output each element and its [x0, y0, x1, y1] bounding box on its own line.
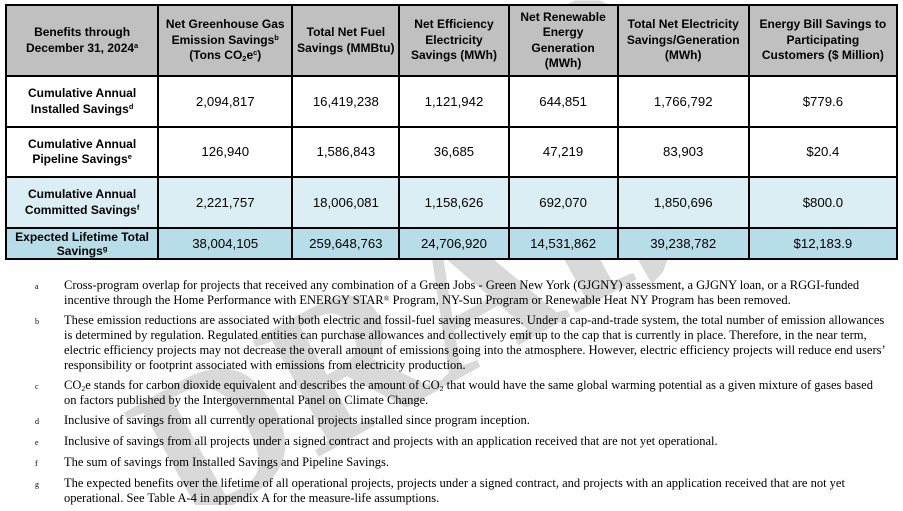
- footnote-e: e Inclusive of savings from all projects…: [35, 434, 888, 450]
- cell-installed-ghg: 2,094,817: [157, 75, 294, 128]
- footnote-marker-d: d: [35, 417, 39, 426]
- cell-committed-ghg: 2,221,757: [157, 176, 294, 229]
- header-cell-electricity-savings: Total Net Electricity Savings/Generation(…: [616, 4, 750, 77]
- cell-installed-fuel: 16,419,238: [291, 75, 401, 128]
- cell-committed-renewable: 692,070: [507, 176, 619, 229]
- footnote-marker-g: g: [35, 480, 39, 489]
- footnotes-section: a Cross-program overlap for projects tha…: [35, 278, 888, 511]
- footnote-text-c: CO2e stands for carbon dioxide equivalen…: [64, 378, 873, 407]
- footnote-d: d Inclusive of savings from all currentl…: [35, 413, 888, 429]
- cell-committed-electricity: 1,850,696: [616, 176, 750, 229]
- header-cell-bill-savings: Energy Bill Savings to Participating Custo…: [747, 4, 899, 77]
- cell-pipeline-bill: $20.4: [747, 126, 899, 178]
- cell-lifetime-renewable: 14,531,862: [507, 227, 619, 260]
- table-row-installed: Cumulative Annual Installed Savingsd 2,09…: [4, 75, 899, 128]
- table-row-committed: Cumulative Annual Committed Savingsf 2,22…: [4, 176, 899, 229]
- row-label-lifetime: Expected Lifetime Total Savingsg: [4, 227, 160, 260]
- table-row-lifetime: Expected Lifetime Total Savingsg 38,004,1…: [4, 227, 899, 260]
- header-cell-fuel-savings: Total Net Fuel Savings (MMBtu): [291, 4, 401, 77]
- footnote-marker-a: a: [35, 282, 39, 291]
- cell-committed-bill: $800.0: [747, 176, 899, 229]
- cell-lifetime-electricity: 39,238,782: [616, 227, 750, 260]
- footnote-marker-c: c: [35, 382, 39, 391]
- table-header-row: Benefits through December 31, 2024a Net G…: [4, 4, 899, 77]
- cell-lifetime-efficiency: 24,706,920: [398, 227, 510, 260]
- footnote-marker-e: e: [35, 438, 39, 447]
- row-label-installed: Cumulative Annual Installed Savingsd: [4, 75, 160, 128]
- footnote-marker-b: b: [35, 317, 39, 326]
- row-label-pipeline: Cumulative Annual Pipeline Savingse: [4, 126, 160, 178]
- cell-installed-efficiency: 1,121,942: [398, 75, 510, 128]
- cell-installed-bill: $779.6: [747, 75, 899, 128]
- header-cell-renewable-generation: Net Renewable Energy Generation (MWh): [507, 4, 619, 77]
- cell-lifetime-ghg: 38,004,105: [157, 227, 294, 260]
- footnote-a: a Cross-program overlap for projects tha…: [35, 278, 888, 308]
- footnote-f: f The sum of savings from Installed Savi…: [35, 455, 888, 471]
- footnote-text-a: Cross-program overlap for projects that …: [64, 278, 860, 307]
- cell-pipeline-renewable: 47,219: [507, 126, 619, 178]
- cell-pipeline-ghg: 126,940: [157, 126, 294, 178]
- footnote-text-e: Inclusive of savings from all projects u…: [64, 434, 718, 448]
- header-cell-efficiency-savings: Net Efficiency Electricity Savings (MWh): [398, 4, 510, 77]
- cell-pipeline-efficiency: 36,685: [398, 126, 510, 178]
- row-label-committed: Cumulative Annual Committed Savingsf: [4, 176, 160, 229]
- table-row-pipeline: Cumulative Annual Pipeline Savingse 126,9…: [4, 126, 899, 178]
- footnote-text-b: These emission reductions are associated…: [64, 313, 886, 372]
- footnote-text-d: Inclusive of savings from all currently …: [64, 413, 530, 427]
- footnote-marker-f: f: [35, 459, 38, 468]
- footnote-g: g The expected benefits over the lifetim…: [35, 476, 888, 506]
- footnote-text-g: The expected benefits over the lifetime …: [64, 476, 845, 505]
- benefits-table: Benefits through December 31, 2024a Net G…: [4, 4, 899, 260]
- cell-pipeline-electricity: 83,903: [616, 126, 750, 178]
- cell-lifetime-fuel: 259,648,763: [291, 227, 401, 260]
- header-cell-benefits-through: Benefits through December 31, 2024a: [4, 4, 160, 77]
- cell-committed-efficiency: 1,158,626: [398, 176, 510, 229]
- cell-installed-renewable: 644,851: [507, 75, 619, 128]
- footnote-b: b These emission reductions are associat…: [35, 313, 888, 373]
- cell-committed-fuel: 18,006,081: [291, 176, 401, 229]
- footnote-text-f: The sum of savings from Installed Saving…: [64, 455, 389, 469]
- header-cell-ghg-savings: Net Greenhouse Gas Emission Savingsb (Tons…: [157, 4, 294, 77]
- cell-pipeline-fuel: 1,586,843: [291, 126, 401, 178]
- cell-lifetime-bill: $12,183.9: [747, 227, 899, 260]
- footnote-c: c CO2e stands for carbon dioxide equival…: [35, 378, 888, 408]
- cell-installed-electricity: 1,766,792: [616, 75, 750, 128]
